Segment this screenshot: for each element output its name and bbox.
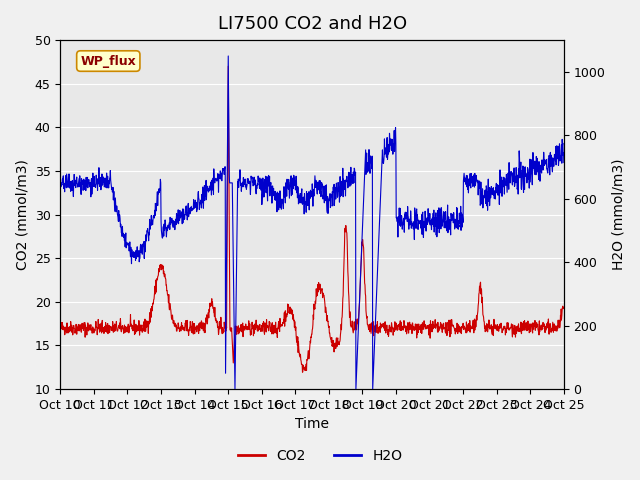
Y-axis label: H2O (mmol/m3): H2O (mmol/m3) [611, 159, 625, 270]
X-axis label: Time: Time [295, 418, 329, 432]
Title: LI7500 CO2 and H2O: LI7500 CO2 and H2O [218, 15, 406, 33]
Legend: CO2, H2O: CO2, H2O [232, 443, 408, 468]
Y-axis label: CO2 (mmol/m3): CO2 (mmol/m3) [15, 159, 29, 270]
Text: WP_flux: WP_flux [81, 55, 136, 68]
